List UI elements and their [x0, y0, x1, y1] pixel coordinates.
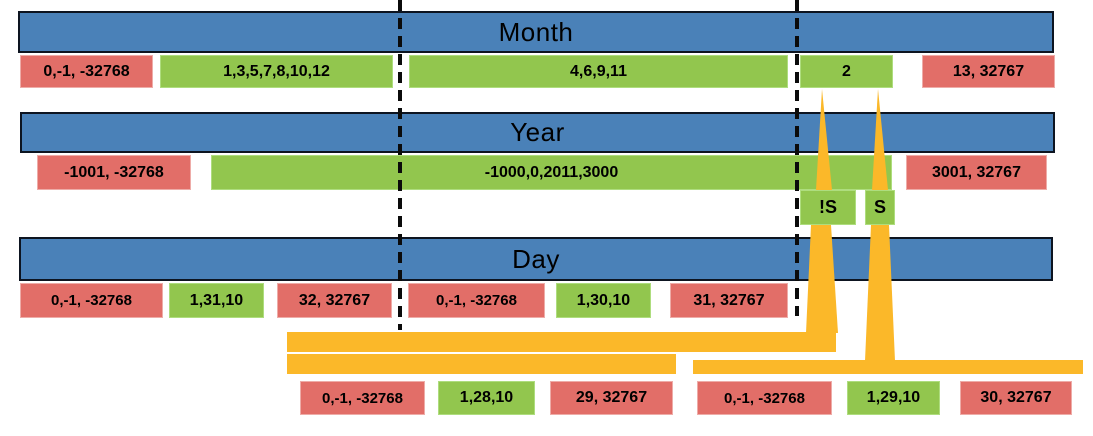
- feb-leap-valid-box: 1,29,10: [847, 381, 940, 415]
- day-bar-title: Day: [512, 243, 560, 274]
- feb-leap-range-bar: [693, 360, 1083, 374]
- day30-invalid-low-box: 0,-1, -32768: [408, 283, 545, 318]
- day30-valid-box: 1,30,10: [556, 283, 651, 318]
- leap-year-flag-box: S: [865, 190, 895, 225]
- feb-leap-invalid-high-box: 30, 32767: [960, 381, 1072, 415]
- month-invalid-low-box: 0,-1, -32768: [20, 55, 153, 88]
- day31-valid-box: 1,31,10: [169, 283, 264, 318]
- month-valid-30day-box: 4,6,9,11: [409, 55, 788, 88]
- day31-invalid-low-box: 0,-1, -32768: [20, 283, 163, 318]
- feb-nonleap-connector-bar: [287, 332, 836, 352]
- month-invalid-high-box: 13, 32767: [922, 55, 1055, 88]
- feb-nonleap-valid-box: 1,28,10: [438, 381, 535, 415]
- year-bar: Year: [20, 112, 1055, 153]
- feb-nonleap-invalid-high-box: 29, 32767: [550, 381, 673, 415]
- month-valid-february-box: 2: [800, 55, 893, 88]
- month-valid-31day-box: 1,3,5,7,8,10,12: [160, 55, 393, 88]
- year-invalid-high-box: 3001, 32767: [906, 155, 1047, 190]
- year-bar-title: Year: [510, 117, 565, 147]
- feb-nonleap-range-bar: [287, 354, 676, 374]
- not-leap-year-flag-box: !S: [800, 190, 856, 225]
- month-bar: Month: [18, 11, 1054, 53]
- year-invalid-low-box: -1001, -32768: [37, 155, 191, 190]
- feb-leap-invalid-low-box: 0,-1, -32768: [697, 381, 832, 415]
- day-bar: Day: [19, 237, 1053, 281]
- year-valid-box: -1000,0,2011,3000: [211, 155, 892, 190]
- day30-invalid-high-box: 31, 32767: [670, 283, 788, 318]
- month-bar-title: Month: [498, 16, 574, 47]
- feb-nonleap-invalid-low-box: 0,-1, -32768: [300, 381, 425, 415]
- day31-invalid-high-box: 32, 32767: [277, 283, 392, 318]
